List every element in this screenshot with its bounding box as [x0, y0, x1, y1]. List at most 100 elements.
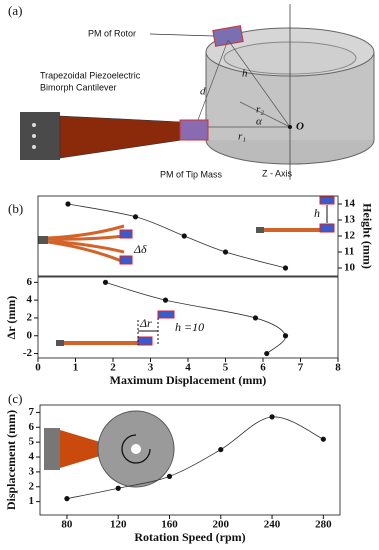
cantilever-fan	[47, 224, 125, 264]
x-tick-label: 5	[223, 362, 229, 374]
x-axis-label: Maximum Displacement (mm)	[110, 373, 267, 387]
magnet	[119, 229, 133, 239]
x-tick-label: 120	[110, 519, 127, 531]
x-tick-label: 2	[110, 362, 116, 374]
y-tick-label: 11	[344, 246, 354, 258]
y-tick-label: 14	[344, 198, 356, 210]
label: Trapezoidal Piezoelectric	[40, 70, 141, 80]
point	[102, 279, 109, 285]
x-tick-label: 1	[73, 362, 79, 374]
hub	[131, 444, 141, 454]
y-tick-label: 6	[29, 421, 35, 433]
inset-b-top	[38, 196, 335, 265]
magnet	[157, 310, 175, 319]
origin	[288, 125, 292, 129]
x-tick-label: 4	[185, 362, 191, 374]
leader	[149, 33, 215, 37]
label: Z - Axis	[262, 168, 293, 178]
point	[282, 265, 289, 271]
dim-line	[227, 39, 291, 128]
y-tick-label: 5	[29, 436, 35, 448]
label: α	[256, 116, 262, 128]
clamp	[44, 428, 60, 470]
point	[181, 233, 187, 239]
panel-label: (a)	[8, 3, 22, 18]
y-tick-label: 10	[344, 262, 356, 274]
y-tick-label: 4	[29, 451, 35, 463]
magnet	[319, 196, 335, 205]
y-tick-label: 6	[27, 276, 33, 288]
panel-label: (b)	[8, 201, 23, 216]
x-tick-label: 80	[61, 519, 73, 531]
magnet	[319, 223, 335, 233]
magnet	[119, 255, 133, 265]
y-axis-label: Height (mm)	[360, 203, 374, 269]
annotation: h =10	[175, 320, 204, 334]
plot-frame	[37, 276, 339, 359]
y-tick-label: -2	[23, 347, 33, 359]
magnet	[137, 336, 153, 346]
annotation: Δδ	[133, 242, 147, 256]
y-tick-label: 3	[29, 465, 35, 477]
point	[218, 446, 224, 453]
point	[222, 249, 229, 255]
annotation: h	[314, 206, 320, 220]
rotation-arrow	[121, 434, 151, 464]
x-tick-label: 8	[335, 362, 341, 374]
x-tick-label: 0	[35, 362, 41, 374]
tip-magnet	[179, 119, 209, 141]
clamp	[38, 236, 48, 244]
plot-frame	[39, 404, 341, 516]
label: r₁	[238, 131, 246, 143]
y-tick-label: 0	[27, 329, 33, 341]
y-tick-label: 1	[29, 495, 35, 507]
clamp	[20, 112, 60, 160]
point	[166, 473, 173, 479]
point	[252, 315, 259, 321]
panel-a: (a) PM of Rotor Trapezoidal Piezoelectri…	[8, 3, 375, 180]
x-tick-label: 160	[161, 519, 178, 531]
inset-c	[44, 410, 175, 488]
y-tick-label: 12	[344, 230, 356, 242]
x-tick-label: 280	[315, 519, 332, 531]
cantilever	[64, 341, 140, 345]
label: d	[200, 86, 206, 98]
point	[64, 496, 70, 502]
point	[65, 201, 71, 207]
label: PM of Rotor	[88, 28, 136, 38]
x-tick-label: 3	[148, 362, 154, 374]
cantilever	[60, 430, 100, 468]
annotation: Δr	[139, 316, 152, 330]
y-tick-label: 2	[29, 480, 35, 492]
bolt	[32, 134, 36, 138]
curve	[66, 416, 324, 500]
bolt	[32, 145, 36, 149]
cantilever	[264, 228, 322, 232]
label: O	[296, 121, 304, 133]
y-tick-label: 7	[29, 406, 35, 418]
y-tick-label: 13	[344, 214, 356, 226]
dim-line	[197, 39, 229, 121]
y-axis-label: Δr (mm)	[4, 296, 18, 340]
point	[282, 333, 289, 339]
y-tick-label: 4	[27, 294, 33, 306]
inset-b-bottom	[56, 310, 175, 346]
point	[320, 436, 326, 442]
x-tick-label: 240	[264, 519, 281, 531]
label: h	[242, 68, 248, 80]
label: r₂	[256, 104, 264, 116]
y-tick-label: 2	[27, 311, 33, 323]
point	[264, 350, 270, 357]
label: PM of Tip Mass	[160, 169, 223, 179]
point	[269, 414, 275, 420]
bolt	[32, 123, 36, 127]
y-axis-label: Displacement (mm)	[4, 410, 18, 510]
x-tick-label: 6	[260, 362, 266, 374]
clamp	[56, 340, 64, 346]
clamp	[256, 227, 264, 233]
cantilever	[59, 115, 183, 159]
label: Bimorph Cantilever	[40, 82, 117, 92]
dim-line	[239, 101, 291, 128]
point	[162, 297, 169, 303]
